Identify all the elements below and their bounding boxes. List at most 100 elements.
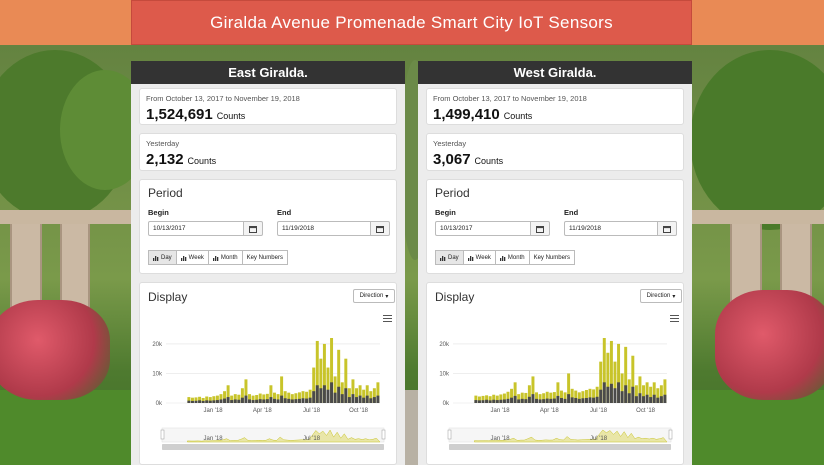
series-bar	[351, 379, 355, 403]
week-button-label: Week	[475, 254, 491, 261]
yesterday-label: Yesterday	[433, 139, 467, 148]
series-bar	[333, 376, 337, 403]
series-bar	[305, 391, 309, 403]
month-button[interactable]: Month	[494, 250, 530, 265]
yesterday-unit: Counts	[187, 156, 217, 166]
month-button[interactable]: Month	[207, 250, 243, 265]
series-bar	[602, 382, 606, 403]
series-bar	[287, 398, 291, 403]
navigator-handle-right	[668, 429, 673, 440]
traffic-chart: 0k 10k 20k Jan '18 Apr '18 Jul '18 Oct '18 Jan …	[439, 338, 673, 450]
display-title: Display	[435, 290, 475, 304]
key-numbers-button[interactable]: Key Numbers	[528, 250, 575, 265]
series-bar	[376, 395, 380, 403]
week-button[interactable]: Week	[175, 250, 209, 265]
series-bar	[223, 391, 227, 403]
series-bar	[617, 382, 621, 403]
end-calendar-button[interactable]	[371, 221, 390, 236]
yesterday-value: 3,067	[433, 151, 471, 168]
direction-dropdown[interactable]: Direction ▾	[353, 289, 395, 303]
begin-calendar-button[interactable]	[244, 221, 263, 236]
series-bar	[198, 400, 202, 403]
series-bar	[552, 398, 556, 403]
navigator-tick-label: Jul '18	[303, 436, 321, 442]
direction-dropdown[interactable]: Direction ▾	[640, 289, 682, 303]
series-bar	[358, 395, 362, 403]
series-bar	[517, 399, 521, 403]
series-bar	[567, 394, 571, 403]
series-bar	[212, 400, 216, 403]
x-tick-label: Jan '18	[203, 408, 223, 414]
pergola-beam	[692, 210, 824, 224]
date-range-text: From October 13, 2017 to November 19, 20…	[146, 94, 300, 103]
series-bar	[305, 398, 309, 403]
series-bar	[258, 393, 262, 403]
series-bar	[255, 395, 259, 403]
series-bar	[262, 399, 266, 403]
panel-title: East Giralda.	[131, 61, 405, 84]
display-card: Display Direction ▾ 0k 10k 20k Jan '18 Apr '1…	[139, 282, 397, 465]
series-bar	[499, 394, 503, 403]
series-bar	[627, 379, 631, 403]
series-bar	[545, 398, 549, 403]
series-bar	[237, 394, 241, 403]
day-button[interactable]: Day	[435, 250, 464, 265]
series-bar	[545, 391, 549, 403]
series-bar	[308, 397, 312, 403]
series-bar	[294, 399, 298, 403]
bar-chart-icon	[467, 255, 473, 261]
day-button[interactable]: Day	[148, 250, 177, 265]
series-bar	[652, 394, 656, 403]
series-bar	[595, 396, 599, 403]
page-title: Giralda Avenue Promenade Smart City IoT …	[210, 12, 613, 32]
series-bar	[194, 397, 198, 403]
series-bar	[287, 392, 291, 403]
series-bar	[574, 397, 578, 403]
period-title: Period	[435, 186, 470, 200]
lawn	[0, 390, 131, 465]
series-bar	[620, 391, 624, 403]
series-bar	[244, 395, 248, 403]
begin-date-input[interactable]: 10/13/2017	[435, 221, 531, 236]
chart-menu-icon[interactable]	[670, 315, 679, 323]
series-bar	[369, 391, 373, 403]
navigator-scrollbar-thumb	[449, 444, 671, 450]
series-bar	[301, 398, 305, 403]
series-bar	[613, 361, 617, 403]
series-bar	[560, 390, 563, 403]
granularity-button-group: Day Week Month Key Numbers	[148, 250, 288, 265]
pergola-column	[10, 224, 42, 314]
series-bar	[205, 396, 209, 403]
series-bar	[276, 399, 280, 403]
key-numbers-button[interactable]: Key Numbers	[241, 250, 288, 265]
series-bar	[581, 391, 585, 403]
series-bar	[255, 399, 259, 403]
series-bar	[333, 392, 337, 403]
end-calendar-button[interactable]	[658, 221, 677, 236]
series-bar	[337, 349, 341, 403]
series-bar	[290, 394, 294, 403]
series-bar	[609, 340, 613, 403]
end-date-input[interactable]: 11/19/2018	[564, 221, 658, 236]
series-bar	[481, 395, 485, 403]
series-bar	[638, 393, 642, 403]
series-bar	[563, 398, 567, 403]
end-date-input[interactable]: 11/19/2018	[277, 221, 371, 236]
series-bar	[538, 394, 542, 403]
series-bar	[659, 385, 663, 403]
series-bar	[226, 397, 230, 403]
calendar-icon	[249, 225, 257, 233]
week-button[interactable]: Week	[462, 250, 496, 265]
series-bar	[376, 382, 380, 403]
series-bar	[634, 396, 638, 403]
series-bar	[477, 400, 481, 403]
series-bar	[301, 391, 305, 403]
direction-label: Direction	[359, 293, 384, 299]
series-bar	[233, 394, 237, 403]
y-tick-label: 20k	[152, 342, 163, 348]
begin-date-input[interactable]: 10/13/2017	[148, 221, 244, 236]
series-bar	[233, 399, 237, 403]
chart-menu-icon[interactable]	[383, 315, 392, 323]
end-label: End	[277, 208, 292, 217]
begin-calendar-button[interactable]	[531, 221, 550, 236]
